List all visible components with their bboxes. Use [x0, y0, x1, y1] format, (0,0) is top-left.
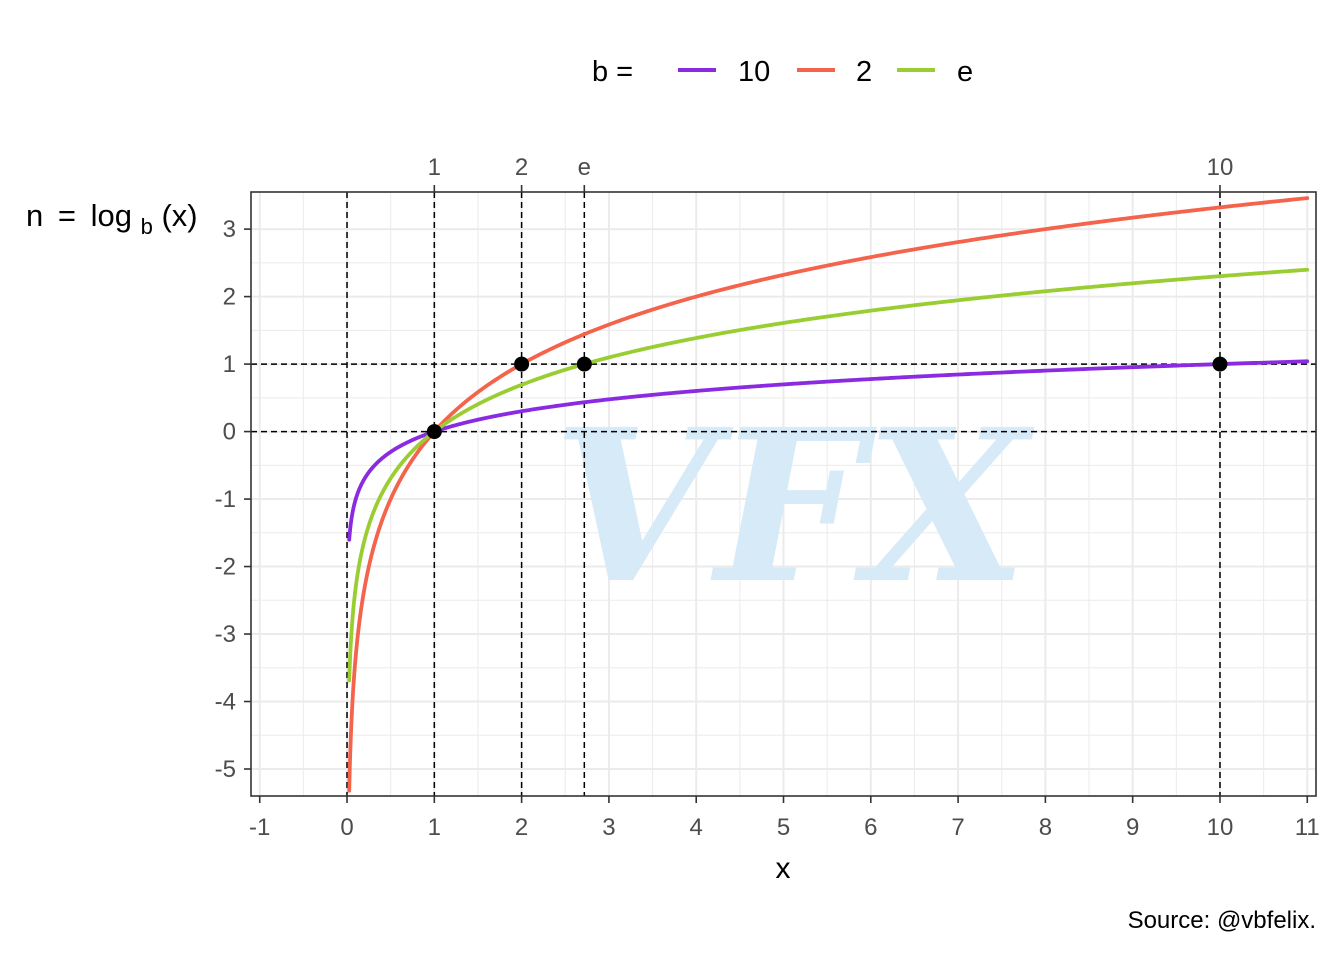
y-tick-label: 0: [223, 419, 236, 446]
highlight-points: [426, 356, 1228, 440]
x-tick-label: 4: [690, 814, 703, 841]
series-line-10: [347, 359, 1310, 542]
top-axis: 1 2 e 10: [428, 154, 1234, 192]
caption: Source: @vbfelix.: [1128, 907, 1316, 934]
top-tick-label: e: [578, 154, 591, 181]
x-tick-label: -1: [249, 814, 270, 841]
legend: b = 10 2 e: [592, 56, 973, 88]
x-tick-label: 11: [1295, 814, 1320, 841]
y-tick-label: -1: [215, 486, 236, 513]
x-axis: -1 0 1 2 3 4 5 6 7 8 9 10 11: [249, 796, 1320, 841]
y-tick-label: -2: [215, 554, 236, 581]
x-tick-label: 6: [864, 814, 877, 841]
x-tick-label: 7: [951, 814, 964, 841]
y-axis-title-arg: (x): [161, 198, 197, 233]
y-axis-title-sub: b: [141, 214, 153, 239]
top-tick-label: 2: [515, 154, 528, 181]
reference-lines: [251, 192, 1316, 796]
y-axis-title: n = log b (x): [26, 198, 198, 241]
y-axis-title-n: n: [26, 198, 43, 233]
y-axis-title-eq: =: [58, 198, 76, 233]
y-tick-label: 3: [223, 216, 236, 243]
highlight-point-3: [1212, 356, 1228, 372]
x-tick-label: 10: [1207, 814, 1234, 841]
legend-label-e: e: [957, 56, 973, 88]
legend-label-10: 10: [738, 56, 770, 88]
x-tick-label: 5: [777, 814, 790, 841]
x-tick-label: 0: [340, 814, 353, 841]
legend-title: b =: [592, 56, 633, 88]
x-tick-label: 3: [602, 814, 615, 841]
highlight-point-1: [514, 356, 530, 372]
series-line-2: [347, 196, 1310, 793]
x-axis-title: x: [776, 852, 791, 885]
top-tick-label: 10: [1207, 154, 1234, 181]
y-tick-label: 2: [223, 284, 236, 311]
x-tick-label: 9: [1126, 814, 1139, 841]
x-tick-label: 8: [1039, 814, 1052, 841]
highlight-point-2: [576, 356, 592, 372]
watermark: VFX: [553, 383, 1035, 630]
y-tick-label: -5: [215, 756, 236, 783]
y-axis-title-func: log: [91, 198, 132, 233]
highlight-point-0: [426, 424, 442, 440]
x-tick-label: 2: [515, 814, 528, 841]
y-axis: -5 -4 -3 -2 -1 0 1 2 3: [215, 216, 251, 783]
y-tick-label: -3: [215, 621, 236, 648]
x-tick-label: 1: [428, 814, 441, 841]
y-tick-label: 1: [223, 351, 236, 378]
top-tick-label: 1: [428, 154, 441, 181]
y-tick-label: -4: [215, 689, 236, 716]
legend-label-2: 2: [856, 56, 872, 88]
